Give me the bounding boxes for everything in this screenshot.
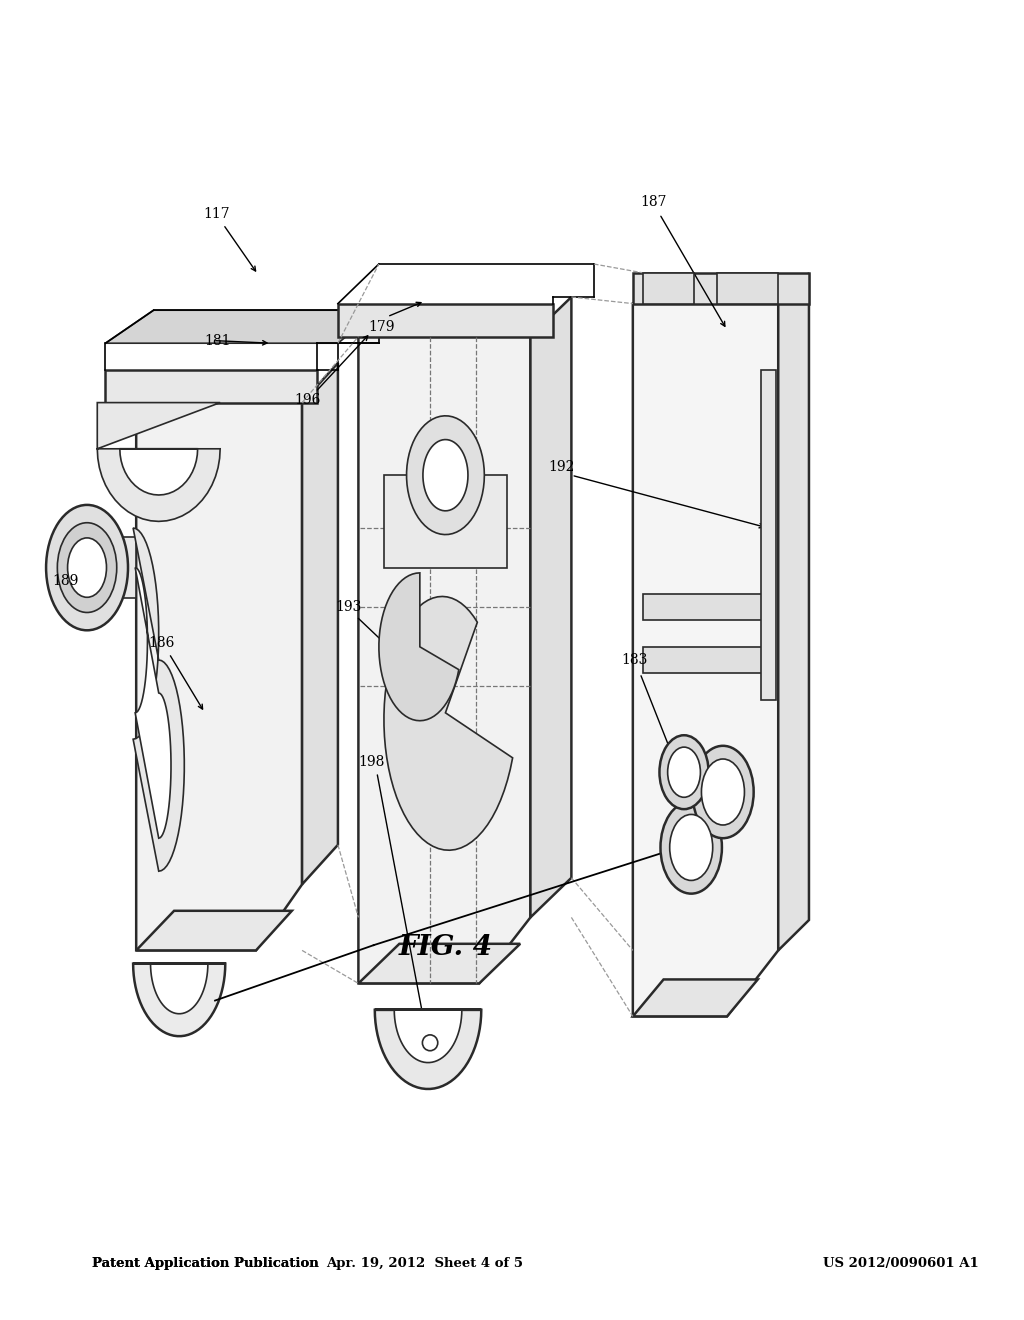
Polygon shape (423, 440, 468, 511)
Ellipse shape (670, 814, 713, 880)
Polygon shape (384, 597, 513, 850)
Text: 179: 179 (369, 321, 395, 334)
Text: 196: 196 (294, 393, 321, 407)
Ellipse shape (57, 523, 117, 612)
Ellipse shape (692, 746, 754, 838)
Polygon shape (379, 573, 459, 721)
Polygon shape (633, 979, 758, 1016)
Polygon shape (761, 370, 776, 700)
Polygon shape (633, 304, 778, 1016)
Text: 192: 192 (548, 461, 574, 474)
Ellipse shape (701, 759, 744, 825)
Polygon shape (717, 273, 778, 304)
Polygon shape (97, 403, 220, 521)
Polygon shape (643, 647, 766, 673)
Polygon shape (633, 273, 809, 304)
Text: 181: 181 (205, 334, 231, 347)
Ellipse shape (668, 747, 700, 797)
Polygon shape (133, 964, 225, 1036)
Polygon shape (302, 363, 338, 884)
Text: 183: 183 (622, 653, 648, 667)
Text: Apr. 19, 2012  Sheet 4 of 5: Apr. 19, 2012 Sheet 4 of 5 (327, 1257, 523, 1270)
Polygon shape (375, 1010, 481, 1089)
Polygon shape (384, 475, 507, 568)
Text: 187: 187 (640, 195, 667, 209)
Polygon shape (643, 594, 766, 620)
Polygon shape (778, 273, 809, 950)
Polygon shape (136, 911, 292, 950)
Text: 186: 186 (148, 636, 175, 649)
Polygon shape (105, 370, 317, 403)
Text: FIG. 4: FIG. 4 (398, 935, 493, 961)
Text: 193: 193 (335, 601, 361, 614)
Polygon shape (407, 416, 484, 535)
Text: 117: 117 (204, 207, 230, 220)
Polygon shape (358, 944, 520, 983)
Polygon shape (105, 310, 379, 343)
Polygon shape (135, 568, 171, 838)
Ellipse shape (68, 537, 106, 597)
Polygon shape (338, 304, 553, 337)
Polygon shape (87, 537, 136, 598)
Polygon shape (394, 1010, 462, 1063)
Polygon shape (151, 964, 208, 1014)
Text: 189: 189 (52, 574, 79, 587)
Polygon shape (120, 449, 198, 495)
Ellipse shape (422, 1035, 438, 1051)
Ellipse shape (660, 801, 722, 894)
Polygon shape (530, 297, 571, 917)
Polygon shape (643, 273, 694, 304)
Text: Patent Application Publication: Patent Application Publication (92, 1257, 318, 1270)
Text: 198: 198 (358, 755, 385, 768)
Text: US 2012/0090601 A1: US 2012/0090601 A1 (823, 1257, 979, 1270)
Polygon shape (358, 337, 530, 983)
Ellipse shape (46, 504, 128, 631)
Polygon shape (136, 403, 302, 950)
Polygon shape (133, 528, 184, 871)
Text: Patent Application Publication: Patent Application Publication (92, 1257, 318, 1270)
Ellipse shape (659, 735, 709, 809)
